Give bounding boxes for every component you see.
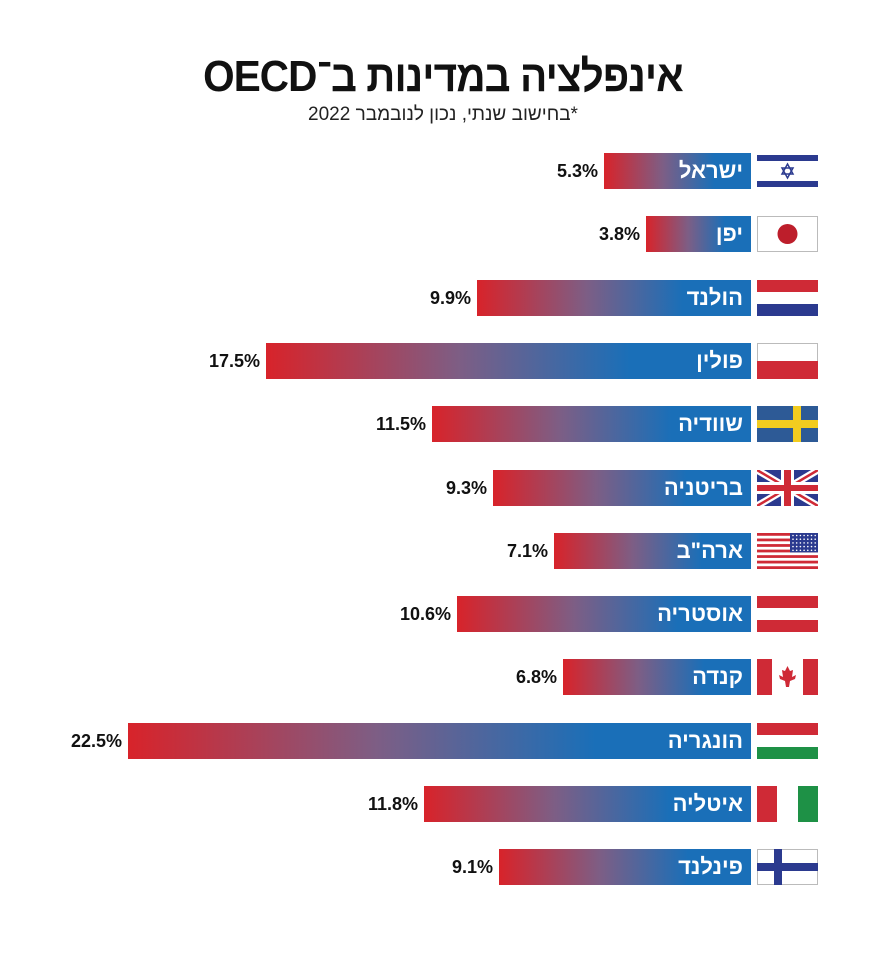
value-label: 7.1% [506, 541, 548, 561]
bar-japan: יפן [646, 216, 751, 252]
sweden-flag-icon [757, 406, 818, 442]
uk-flag-icon [755, 466, 820, 510]
chart-subtitle: *בחישוב שנתי, נכון לנובמבר 2022 [308, 104, 578, 125]
value-label: 9.9% [429, 288, 471, 308]
value-label: 6.8% [515, 667, 557, 687]
poland-flag-icon [757, 343, 818, 379]
category-label: יפן [715, 221, 743, 246]
value-label: 11.5% [375, 414, 426, 434]
bar-canada: קנדה [563, 659, 751, 695]
bar-usa: ארה"ב [554, 533, 751, 569]
hungary-flag-icon [757, 723, 818, 759]
finland-flag-icon [757, 849, 818, 885]
value-label: 9.3% [445, 478, 487, 498]
category-label: איטליה [672, 791, 743, 816]
netherlands-flag-icon [757, 280, 818, 316]
austria-flag-icon [757, 596, 818, 632]
bar-uk: בריטניה [493, 470, 751, 506]
category-label: אוסטריה [657, 601, 743, 626]
canada-flag-icon [757, 659, 818, 695]
value-label: 22.5% [70, 731, 122, 751]
bar-netherlands: הולנד [477, 280, 751, 316]
category-label: פינלנד [678, 854, 743, 879]
bar-hungary: הונגריה [128, 723, 751, 759]
bar-sweden: שוודיה [432, 406, 751, 442]
italy-flag-icon [757, 786, 818, 822]
value-label: 9.1% [451, 857, 493, 877]
value-label: 5.3% [556, 161, 598, 181]
bar-austria: אוסטריה [457, 596, 751, 632]
category-label: הולנד [686, 285, 743, 310]
chart-title: אינפלציה במדינות ב־OECD [203, 52, 684, 101]
category-label: ארה"ב [676, 538, 743, 563]
category-label: שוודיה [678, 411, 743, 436]
value-label: 17.5% [208, 351, 260, 371]
usa-flag-icon [757, 533, 818, 570]
value-label: 10.6% [399, 604, 451, 624]
category-label: קנדה [692, 664, 743, 689]
bar-finland: פינלנד [499, 849, 751, 885]
category-label: בריטניה [663, 475, 743, 500]
category-label: פולין [696, 348, 743, 373]
japan-flag-icon [757, 216, 818, 252]
value-label: 11.8% [367, 794, 418, 814]
category-label: הונגריה [667, 728, 743, 753]
category-label: ישראל [678, 158, 743, 183]
bar-poland: פולין [266, 343, 751, 379]
bar-israel: ישראל [604, 153, 751, 189]
value-label: 3.8% [598, 224, 640, 244]
israel-flag-icon [757, 153, 818, 189]
bar-italy: איטליה [424, 786, 751, 822]
